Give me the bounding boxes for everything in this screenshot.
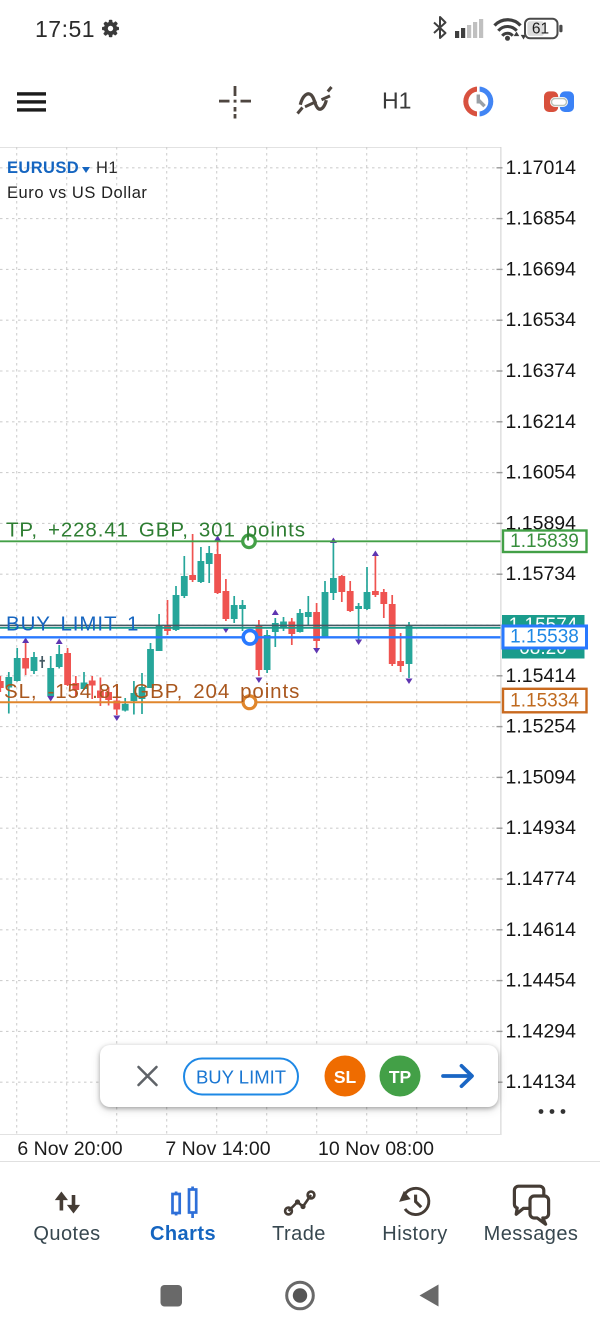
svg-text:1.16854: 1.16854 xyxy=(506,208,577,230)
svg-text:TP: TP xyxy=(389,1067,412,1087)
svg-text:1.14934: 1.14934 xyxy=(506,817,577,839)
svg-text:1.15414: 1.15414 xyxy=(506,665,577,687)
svg-text:1.15538: 1.15538 xyxy=(510,627,579,648)
svg-text:1.14614: 1.14614 xyxy=(506,919,577,941)
svg-text:1.15734: 1.15734 xyxy=(506,563,577,585)
svg-text:TP, +228.41 GBP, 301 points: TP, +228.41 GBP, 301 points xyxy=(6,519,306,542)
svg-text:Trade: Trade xyxy=(272,1223,326,1245)
svg-text:1.16374: 1.16374 xyxy=(506,360,577,382)
svg-text:1.17014: 1.17014 xyxy=(506,157,577,179)
svg-text:Quotes: Quotes xyxy=(33,1223,100,1245)
svg-text:BUY LIMIT: BUY LIMIT xyxy=(196,1067,286,1088)
svg-text:1.15839: 1.15839 xyxy=(510,531,579,552)
svg-text:1.14774: 1.14774 xyxy=(506,868,577,890)
svg-text:H1: H1 xyxy=(382,88,411,114)
svg-text:SL, -154.81 GBP, 204 points: SL, -154.81 GBP, 204 points xyxy=(4,680,300,703)
svg-text:History: History xyxy=(382,1223,447,1245)
svg-text:BUY LIMIT 1: BUY LIMIT 1 xyxy=(6,613,139,636)
svg-text:1.15094: 1.15094 xyxy=(506,766,577,788)
svg-text:1.14294: 1.14294 xyxy=(506,1020,577,1042)
svg-text:Charts: Charts xyxy=(150,1223,216,1245)
svg-text:1.15334: 1.15334 xyxy=(510,690,579,711)
svg-text:SL: SL xyxy=(334,1067,357,1087)
svg-text:1.15894: 1.15894 xyxy=(506,512,577,534)
svg-text:1.16054: 1.16054 xyxy=(506,462,577,484)
svg-text:61: 61 xyxy=(532,21,549,38)
svg-text:1.14134: 1.14134 xyxy=(506,1071,577,1093)
svg-text:1.16214: 1.16214 xyxy=(506,411,577,433)
svg-text:Messages: Messages xyxy=(484,1223,579,1245)
svg-text:1.15254: 1.15254 xyxy=(506,716,577,738)
svg-text:1.16534: 1.16534 xyxy=(506,309,577,331)
svg-text:1.14454: 1.14454 xyxy=(506,970,577,992)
svg-text:1.16694: 1.16694 xyxy=(506,258,577,280)
